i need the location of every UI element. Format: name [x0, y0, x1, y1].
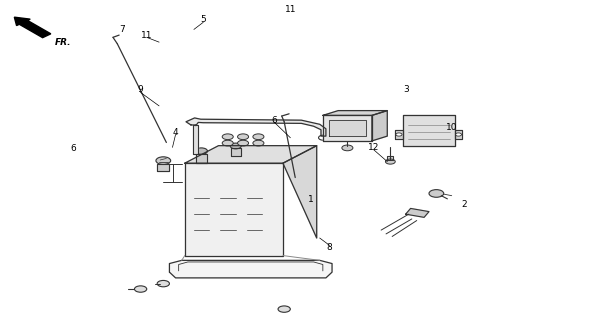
Polygon shape	[395, 130, 403, 139]
Polygon shape	[323, 111, 387, 116]
Text: 3: 3	[403, 85, 408, 94]
Circle shape	[195, 148, 207, 154]
Text: 8: 8	[327, 243, 333, 252]
Circle shape	[237, 140, 248, 146]
Circle shape	[253, 134, 264, 140]
Circle shape	[396, 133, 402, 136]
Text: 11: 11	[141, 31, 153, 40]
Text: 12: 12	[368, 143, 379, 152]
Circle shape	[253, 140, 264, 146]
Text: 10: 10	[446, 123, 458, 132]
Circle shape	[455, 133, 461, 136]
FancyArrow shape	[14, 17, 51, 38]
Polygon shape	[329, 120, 366, 136]
Text: FR.: FR.	[55, 38, 71, 47]
Polygon shape	[186, 118, 326, 136]
Text: 4: 4	[173, 128, 178, 137]
Circle shape	[135, 286, 147, 292]
Polygon shape	[406, 208, 429, 217]
Polygon shape	[403, 116, 454, 146]
Polygon shape	[372, 111, 387, 141]
Circle shape	[278, 306, 290, 312]
Polygon shape	[283, 146, 317, 238]
Text: 9: 9	[138, 85, 143, 94]
Circle shape	[386, 159, 395, 164]
Polygon shape	[184, 163, 283, 256]
Circle shape	[237, 134, 248, 140]
Polygon shape	[323, 116, 372, 141]
Text: 7: 7	[119, 25, 125, 34]
Circle shape	[156, 157, 171, 164]
Polygon shape	[196, 154, 207, 163]
Text: 6: 6	[70, 144, 76, 153]
Text: 5: 5	[200, 15, 206, 24]
Text: 6: 6	[271, 116, 277, 125]
Circle shape	[222, 140, 233, 146]
Circle shape	[319, 135, 328, 140]
Circle shape	[222, 134, 233, 140]
Circle shape	[230, 143, 241, 149]
Polygon shape	[231, 148, 240, 156]
Polygon shape	[170, 260, 332, 278]
Text: 11: 11	[285, 5, 296, 14]
Polygon shape	[192, 125, 198, 154]
Text: 2: 2	[461, 200, 467, 209]
Polygon shape	[184, 146, 317, 163]
Circle shape	[429, 190, 443, 197]
Polygon shape	[454, 130, 462, 139]
Polygon shape	[157, 164, 170, 171]
Circle shape	[157, 280, 170, 287]
Text: 1: 1	[308, 195, 314, 204]
Polygon shape	[387, 156, 394, 160]
Circle shape	[342, 145, 353, 151]
